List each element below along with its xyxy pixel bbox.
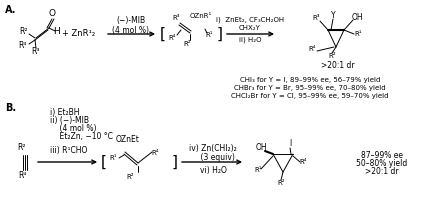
- Text: (−)-MIB: (−)-MIB: [116, 17, 145, 25]
- Text: (4 mol %): (4 mol %): [50, 124, 97, 134]
- Text: R⁴: R⁴: [151, 150, 159, 156]
- Text: OH: OH: [255, 143, 267, 153]
- Text: vi) H₂O: vi) H₂O: [199, 165, 227, 175]
- Text: O: O: [48, 8, 55, 18]
- Text: + ZnR¹₂: + ZnR¹₂: [63, 29, 96, 39]
- Text: Y: Y: [331, 11, 335, 20]
- Text: [: [: [101, 155, 107, 169]
- Text: R²: R²: [19, 27, 27, 37]
- Text: R⁴: R⁴: [18, 40, 26, 49]
- Text: R¹: R¹: [354, 31, 362, 37]
- Text: R⁴: R⁴: [18, 170, 26, 180]
- Text: R³: R³: [312, 15, 320, 21]
- Text: >20:1 dr: >20:1 dr: [365, 166, 399, 176]
- Text: OZnEt: OZnEt: [116, 136, 140, 144]
- Text: CHCl₂Br for Y = Cl, 95–99% ee, 59–70% yield: CHCl₂Br for Y = Cl, 95–99% ee, 59–70% yi…: [231, 93, 389, 99]
- Text: CHBr₃ for Y = Br, 95–99% ee, 70–80% yield: CHBr₃ for Y = Br, 95–99% ee, 70–80% yiel…: [234, 85, 386, 91]
- Text: I: I: [289, 139, 291, 147]
- Text: i)  ZnEt₂, CF₃CH₂OH: i) ZnEt₂, CF₃CH₂OH: [216, 17, 284, 23]
- Text: 87–99% ee: 87–99% ee: [361, 150, 403, 160]
- Text: ii) H₂O: ii) H₂O: [239, 37, 261, 43]
- Text: R⁴: R⁴: [308, 46, 316, 52]
- Text: R²: R²: [126, 174, 134, 180]
- Text: R²: R²: [277, 180, 285, 186]
- Text: R⁴: R⁴: [168, 35, 176, 41]
- Text: CHX₂Y: CHX₂Y: [239, 25, 261, 31]
- Text: R¹: R¹: [205, 32, 213, 38]
- Text: ]: ]: [172, 155, 178, 169]
- Text: A.: A.: [5, 5, 16, 15]
- Text: R²: R²: [328, 53, 336, 59]
- Text: OH: OH: [351, 13, 363, 21]
- Text: R¹: R¹: [109, 155, 117, 161]
- Text: OZnR¹: OZnR¹: [190, 13, 212, 19]
- Text: iii) R¹CHO: iii) R¹CHO: [50, 145, 88, 155]
- Text: (3 equiv): (3 equiv): [191, 154, 235, 162]
- Text: B.: B.: [5, 103, 16, 113]
- Text: CHI₃ for Y = I, 89–99% ee, 56–79% yield: CHI₃ for Y = I, 89–99% ee, 56–79% yield: [240, 77, 380, 83]
- Text: H: H: [54, 26, 60, 36]
- Text: >20:1 dr: >20:1 dr: [321, 61, 355, 69]
- Text: iv) Zn(CHI₂)₂: iv) Zn(CHI₂)₂: [189, 144, 237, 154]
- Text: R²: R²: [18, 143, 26, 153]
- Text: ii) (−)-MIB: ii) (−)-MIB: [50, 117, 89, 125]
- Text: R²: R²: [183, 41, 191, 47]
- Text: (4 mol %): (4 mol %): [112, 25, 149, 35]
- Text: R³: R³: [172, 15, 180, 21]
- Text: R¹: R¹: [254, 167, 262, 173]
- Text: R⁴: R⁴: [299, 159, 307, 165]
- Text: [: [: [160, 26, 166, 41]
- Text: R³: R³: [32, 47, 40, 57]
- Text: i) Et₂BH: i) Et₂BH: [50, 108, 79, 118]
- Text: 50–80% yield: 50–80% yield: [356, 159, 408, 167]
- Text: ]: ]: [217, 26, 223, 41]
- Text: Et₂Zn, −10 °C: Et₂Zn, −10 °C: [50, 133, 113, 141]
